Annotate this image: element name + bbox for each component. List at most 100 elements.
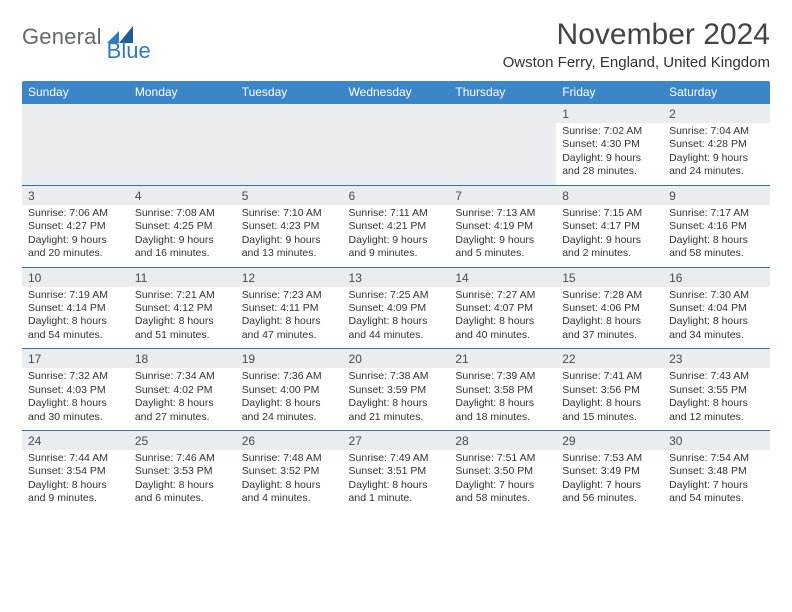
sunrise-text: Sunrise: 7:36 AM — [242, 370, 337, 383]
sunset-text: Sunset: 4:28 PM — [669, 138, 764, 151]
day-header: Tuesday — [236, 81, 343, 104]
sunrise-text: Sunrise: 7:46 AM — [135, 452, 230, 465]
daylight-text: Daylight: 8 hours — [669, 315, 764, 328]
day-number-cell: 8 — [556, 185, 663, 205]
sunrise-text: Sunrise: 7:06 AM — [28, 207, 123, 220]
daylight-text: Daylight: 8 hours — [455, 315, 550, 328]
day-number-cell: 7 — [449, 185, 556, 205]
day-number-cell: 11 — [129, 267, 236, 287]
day-info-cell: Sunrise: 7:48 AMSunset: 3:52 PMDaylight:… — [236, 450, 343, 512]
day-number-row: 10111213141516 — [22, 267, 770, 287]
sunrise-text: Sunrise: 7:39 AM — [455, 370, 550, 383]
sunrise-text: Sunrise: 7:53 AM — [562, 452, 657, 465]
sunrise-text: Sunrise: 7:43 AM — [669, 370, 764, 383]
daylight-text: and 21 minutes. — [349, 411, 444, 424]
daylight-text: and 51 minutes. — [135, 329, 230, 342]
daylight-text: Daylight: 9 hours — [562, 234, 657, 247]
daylight-text: and 54 minutes. — [669, 492, 764, 505]
day-info-cell — [449, 123, 556, 185]
day-number-row: 3456789 — [22, 185, 770, 205]
daylight-text: and 40 minutes. — [455, 329, 550, 342]
sunrise-text: Sunrise: 7:25 AM — [349, 289, 444, 302]
day-info-cell: Sunrise: 7:04 AMSunset: 4:28 PMDaylight:… — [663, 123, 770, 185]
day-header-row: Sunday Monday Tuesday Wednesday Thursday… — [22, 81, 770, 104]
day-info-cell: Sunrise: 7:41 AMSunset: 3:56 PMDaylight:… — [556, 368, 663, 430]
sunset-text: Sunset: 4:30 PM — [562, 138, 657, 151]
daylight-text: and 54 minutes. — [28, 329, 123, 342]
daylight-text: Daylight: 9 hours — [349, 234, 444, 247]
day-number-cell: 18 — [129, 349, 236, 369]
sunset-text: Sunset: 4:11 PM — [242, 302, 337, 315]
daylight-text: Daylight: 8 hours — [135, 315, 230, 328]
daylight-text: Daylight: 8 hours — [135, 397, 230, 410]
day-info-row: Sunrise: 7:06 AMSunset: 4:27 PMDaylight:… — [22, 205, 770, 267]
sunset-text: Sunset: 3:59 PM — [349, 384, 444, 397]
sunrise-text: Sunrise: 7:10 AM — [242, 207, 337, 220]
day-number-cell — [343, 104, 450, 123]
day-number-cell — [236, 104, 343, 123]
daylight-text: and 44 minutes. — [349, 329, 444, 342]
daylight-text: and 30 minutes. — [28, 411, 123, 424]
sunrise-text: Sunrise: 7:30 AM — [669, 289, 764, 302]
day-number-cell: 21 — [449, 349, 556, 369]
daylight-text: and 27 minutes. — [135, 411, 230, 424]
day-info-row: Sunrise: 7:19 AMSunset: 4:14 PMDaylight:… — [22, 287, 770, 349]
daylight-text: Daylight: 8 hours — [349, 397, 444, 410]
day-number-cell: 17 — [22, 349, 129, 369]
sunrise-text: Sunrise: 7:44 AM — [28, 452, 123, 465]
sunrise-text: Sunrise: 7:51 AM — [455, 452, 550, 465]
day-number-cell: 12 — [236, 267, 343, 287]
daylight-text: Daylight: 9 hours — [135, 234, 230, 247]
brand-name-part1: General — [22, 24, 102, 50]
daylight-text: Daylight: 8 hours — [242, 315, 337, 328]
day-info-cell: Sunrise: 7:11 AMSunset: 4:21 PMDaylight:… — [343, 205, 450, 267]
daylight-text: Daylight: 8 hours — [242, 479, 337, 492]
day-number-cell: 5 — [236, 185, 343, 205]
daylight-text: Daylight: 8 hours — [28, 479, 123, 492]
sunset-text: Sunset: 4:21 PM — [349, 220, 444, 233]
day-info-cell: Sunrise: 7:49 AMSunset: 3:51 PMDaylight:… — [343, 450, 450, 512]
daylight-text: Daylight: 8 hours — [28, 315, 123, 328]
day-info-cell: Sunrise: 7:10 AMSunset: 4:23 PMDaylight:… — [236, 205, 343, 267]
day-header: Thursday — [449, 81, 556, 104]
daylight-text: Daylight: 9 hours — [455, 234, 550, 247]
sunrise-text: Sunrise: 7:49 AM — [349, 452, 444, 465]
day-number-cell: 26 — [236, 431, 343, 451]
sunrise-text: Sunrise: 7:38 AM — [349, 370, 444, 383]
sunrise-text: Sunrise: 7:23 AM — [242, 289, 337, 302]
daylight-text: and 13 minutes. — [242, 247, 337, 260]
daylight-text: Daylight: 8 hours — [349, 479, 444, 492]
day-info-cell — [22, 123, 129, 185]
daylight-text: and 47 minutes. — [242, 329, 337, 342]
brand-name-part2: Blue — [107, 38, 151, 64]
day-info-cell: Sunrise: 7:53 AMSunset: 3:49 PMDaylight:… — [556, 450, 663, 512]
brand-logo: General Blue — [22, 24, 177, 50]
day-info-cell: Sunrise: 7:39 AMSunset: 3:58 PMDaylight:… — [449, 368, 556, 430]
daylight-text: Daylight: 7 hours — [669, 479, 764, 492]
daylight-text: and 58 minutes. — [669, 247, 764, 260]
daylight-text: and 9 minutes. — [349, 247, 444, 260]
sunset-text: Sunset: 3:51 PM — [349, 465, 444, 478]
sunrise-text: Sunrise: 7:17 AM — [669, 207, 764, 220]
daylight-text: Daylight: 8 hours — [455, 397, 550, 410]
sunrise-text: Sunrise: 7:48 AM — [242, 452, 337, 465]
daylight-text: and 6 minutes. — [135, 492, 230, 505]
sunrise-text: Sunrise: 7:41 AM — [562, 370, 657, 383]
day-number-row: 24252627282930 — [22, 431, 770, 451]
day-info-cell: Sunrise: 7:15 AMSunset: 4:17 PMDaylight:… — [556, 205, 663, 267]
daylight-text: and 12 minutes. — [669, 411, 764, 424]
day-number-cell: 19 — [236, 349, 343, 369]
daylight-text: Daylight: 8 hours — [349, 315, 444, 328]
day-number-cell: 20 — [343, 349, 450, 369]
day-number-row: 12 — [22, 104, 770, 123]
sunset-text: Sunset: 4:25 PM — [135, 220, 230, 233]
day-number-cell — [129, 104, 236, 123]
daylight-text: Daylight: 8 hours — [669, 397, 764, 410]
header: General Blue November 2024 Owston Ferry,… — [22, 18, 770, 71]
sunrise-text: Sunrise: 7:32 AM — [28, 370, 123, 383]
daylight-text: and 1 minute. — [349, 492, 444, 505]
daylight-text: and 2 minutes. — [562, 247, 657, 260]
daylight-text: and 24 minutes. — [669, 165, 764, 178]
day-header: Sunday — [22, 81, 129, 104]
day-number-cell: 28 — [449, 431, 556, 451]
